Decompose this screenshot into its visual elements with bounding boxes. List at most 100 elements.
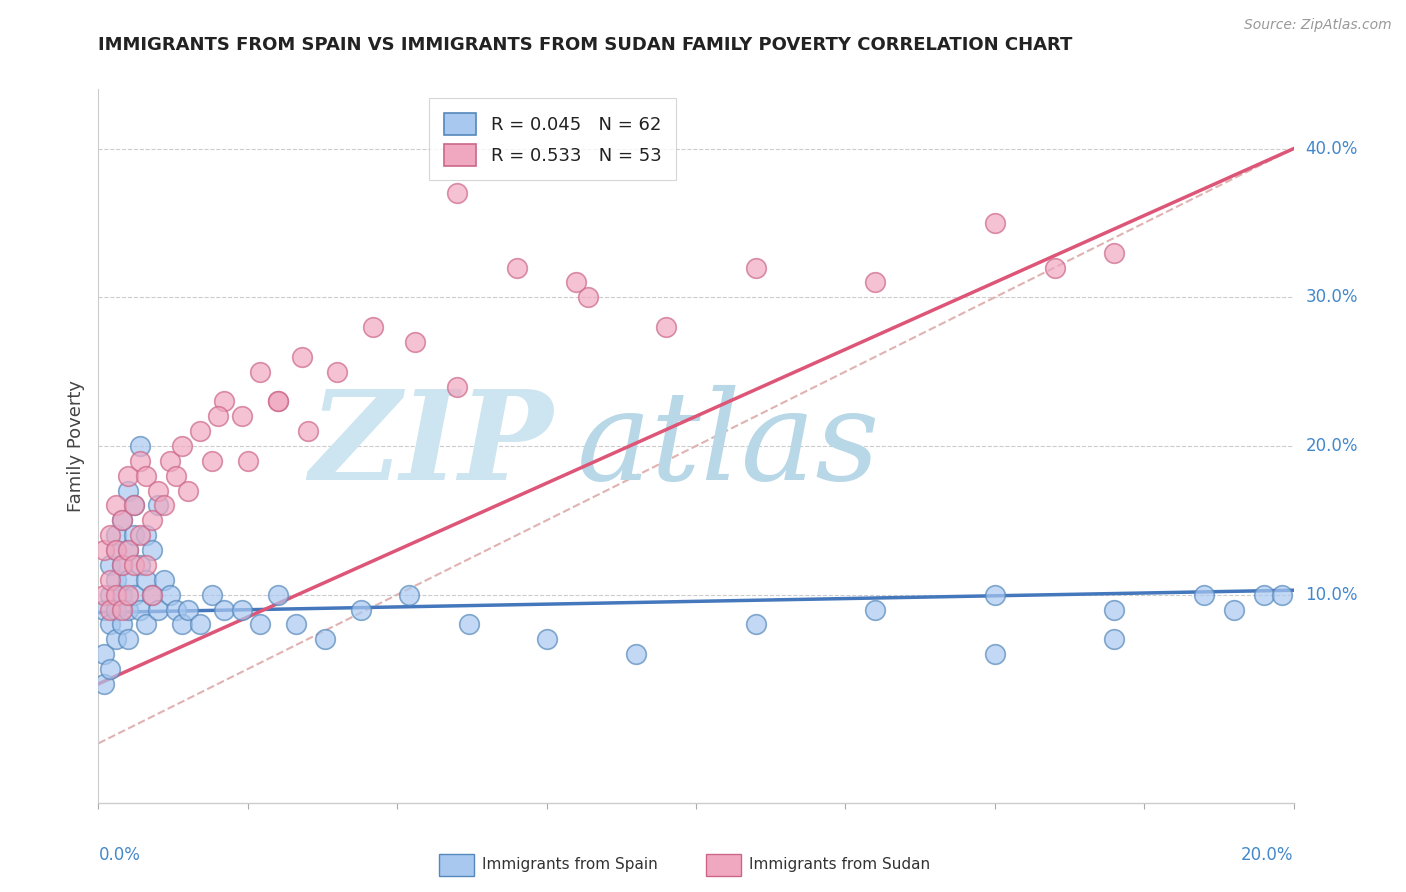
Point: [201, 454, 224, 468]
Point: [124, 499, 146, 513]
Point: [165, 468, 187, 483]
Text: 0.0%: 0.0%: [98, 846, 141, 863]
Point: [148, 499, 170, 513]
Point: [141, 588, 163, 602]
Text: Source: ZipAtlas.com: Source: ZipAtlas.com: [1244, 18, 1392, 32]
Point: [105, 543, 128, 558]
Point: [326, 365, 349, 379]
Point: [655, 320, 678, 334]
Point: [117, 602, 139, 616]
Point: [177, 602, 200, 616]
Point: [188, 424, 211, 438]
Point: [290, 350, 312, 364]
Point: [98, 558, 122, 572]
Point: [297, 424, 319, 438]
Point: [98, 588, 122, 602]
Point: [1271, 588, 1294, 602]
Point: [105, 632, 128, 647]
Point: [745, 260, 768, 275]
Point: [98, 662, 122, 676]
Point: [129, 454, 152, 468]
Point: [350, 602, 373, 616]
Point: [153, 573, 176, 587]
Point: [105, 602, 128, 616]
Point: [117, 483, 139, 498]
Point: [536, 632, 558, 647]
Text: Immigrants from Spain: Immigrants from Spain: [482, 857, 658, 871]
Point: [172, 617, 194, 632]
Y-axis label: Family Poverty: Family Poverty: [66, 380, 84, 512]
Point: [111, 513, 134, 527]
Point: [1192, 588, 1215, 602]
Point: [201, 588, 224, 602]
Point: [188, 617, 211, 632]
Point: [865, 276, 887, 290]
Point: [135, 558, 157, 572]
Point: [93, 543, 115, 558]
Point: [172, 439, 194, 453]
Point: [124, 558, 146, 572]
Point: [404, 334, 426, 349]
Point: [98, 573, 122, 587]
Text: Immigrants from Sudan: Immigrants from Sudan: [749, 857, 931, 871]
Point: [129, 558, 152, 572]
Point: [141, 513, 163, 527]
Point: [93, 588, 115, 602]
Point: [153, 499, 176, 513]
Point: [231, 602, 253, 616]
Point: [105, 573, 128, 587]
Point: [98, 617, 122, 632]
Point: [267, 588, 290, 602]
Point: [284, 617, 307, 632]
Point: [117, 573, 139, 587]
Point: [159, 454, 181, 468]
Point: [983, 216, 1005, 230]
Point: [124, 588, 146, 602]
Text: 20.0%: 20.0%: [1305, 437, 1358, 455]
Point: [117, 543, 139, 558]
Point: [111, 558, 134, 572]
Point: [141, 588, 163, 602]
Point: [267, 394, 290, 409]
Point: [177, 483, 200, 498]
Point: [315, 632, 337, 647]
Text: 20.0%: 20.0%: [1241, 846, 1294, 863]
Point: [446, 186, 468, 201]
Point: [105, 499, 128, 513]
Point: [231, 409, 253, 424]
Point: [111, 617, 134, 632]
Point: [624, 647, 647, 661]
Point: [165, 602, 187, 616]
Point: [446, 379, 468, 393]
Point: [111, 602, 134, 616]
Text: 30.0%: 30.0%: [1305, 288, 1358, 306]
Point: [148, 602, 170, 616]
Point: [745, 617, 768, 632]
Point: [111, 558, 134, 572]
Text: ZIP: ZIP: [309, 385, 553, 507]
Point: [98, 528, 122, 542]
Point: [135, 528, 157, 542]
Point: [1043, 260, 1066, 275]
Point: [129, 528, 152, 542]
Point: [159, 588, 181, 602]
Point: [207, 409, 229, 424]
Point: [98, 602, 122, 616]
Text: IMMIGRANTS FROM SPAIN VS IMMIGRANTS FROM SUDAN FAMILY POVERTY CORRELATION CHART: IMMIGRANTS FROM SPAIN VS IMMIGRANTS FROM…: [98, 36, 1073, 54]
Point: [983, 588, 1005, 602]
Point: [1104, 602, 1126, 616]
Point: [105, 543, 128, 558]
Point: [236, 454, 259, 468]
Point: [135, 617, 157, 632]
Point: [124, 528, 146, 542]
Point: [93, 677, 115, 691]
Point: [117, 632, 139, 647]
Point: [1104, 632, 1126, 647]
Point: [398, 588, 420, 602]
Point: [363, 320, 385, 334]
Point: [212, 602, 235, 616]
Point: [506, 260, 529, 275]
Text: atlas: atlas: [576, 385, 880, 507]
Point: [135, 468, 157, 483]
Point: [93, 602, 115, 616]
